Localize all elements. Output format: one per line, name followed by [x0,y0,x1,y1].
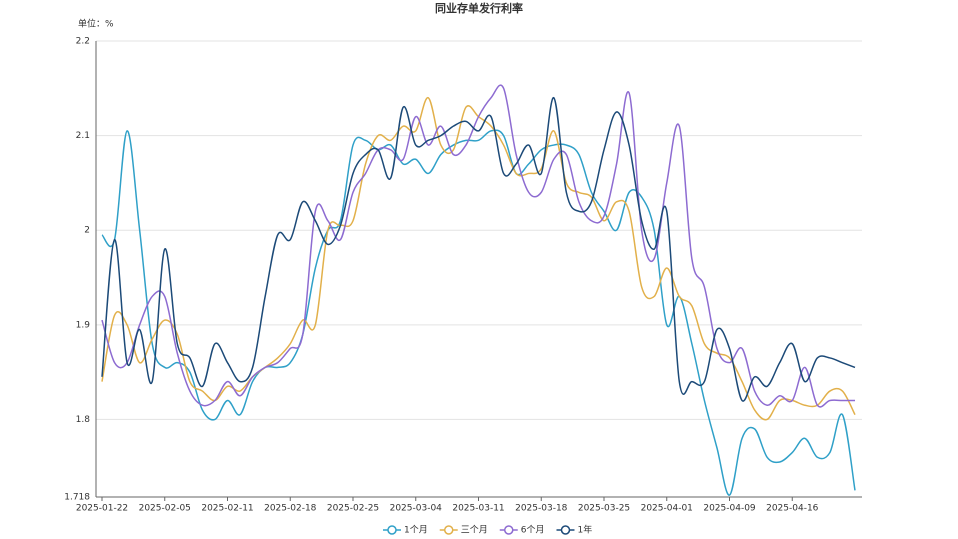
x-tick-label: 2025-01-22 [76,504,128,514]
legend-icon [560,525,571,535]
y-axis-label: 单位：% [78,18,114,30]
legend-icon [504,525,514,535]
x-tick-label: 2025-03-11 [452,504,504,514]
series-line [101,97,856,421]
x-tick-label: 2025-02-18 [264,504,317,514]
y-tick-label: 2.2 [76,37,90,47]
y-tick-label: 2 [84,226,90,236]
x-tick-label: 2025-03-18 [515,504,568,514]
legend-icon [443,525,454,535]
legend-label: 6个月 [521,525,545,536]
legend-label: 1年 [577,524,592,536]
x-tick-label: 2025-04-01 [641,504,693,514]
y-tick-label: 1.718 [64,493,90,503]
y-tick-label: 1.9 [76,320,91,330]
x-tick-label: 2025-02-11 [201,504,253,514]
x-tick-label: 2025-03-25 [578,504,630,514]
x-tick-label: 2025-04-16 [766,504,819,514]
y-tick-label: 2.1 [76,131,90,141]
x-tick-label: 2025-03-04 [390,504,443,514]
series-line [101,129,856,496]
series-line [101,97,856,402]
chart-title: 同业存单发行利率 [435,1,523,15]
y-tick-label: 1.8 [76,415,91,425]
series-line [101,84,855,408]
legend-label: 三个月 [461,525,488,536]
legend-icon [387,525,397,535]
x-tick-label: 2025-02-25 [327,504,379,514]
x-tick-label: 2025-04-09 [703,504,756,514]
legend-label: 1个月 [404,525,428,536]
x-tick-label: 2025-02-05 [139,504,191,514]
